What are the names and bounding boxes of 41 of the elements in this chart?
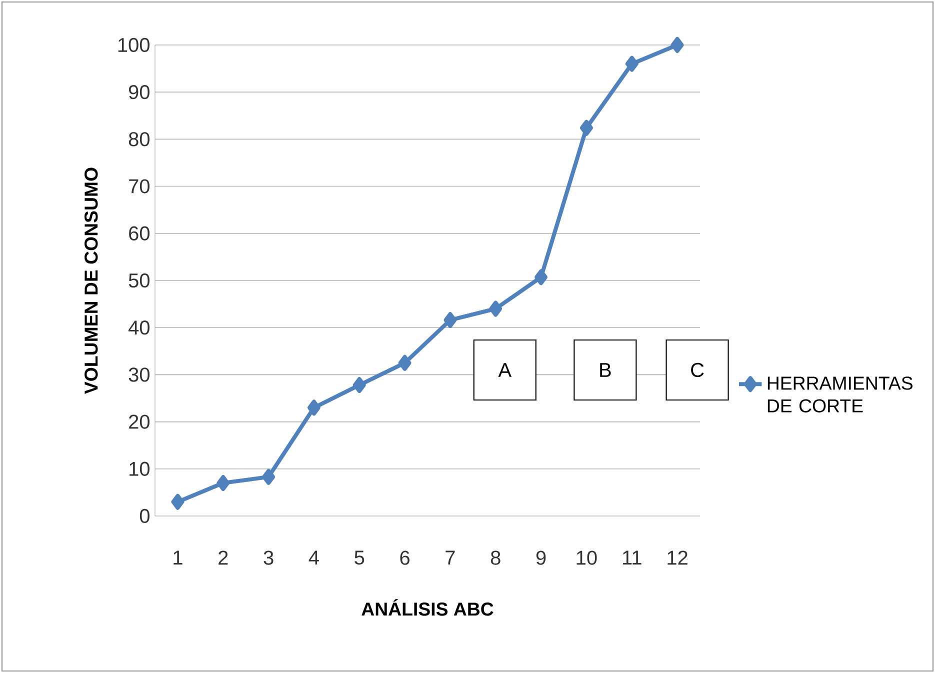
x-tick-label: 2 <box>218 550 228 565</box>
y-tick-label: 40 <box>128 320 150 335</box>
x-tick-label: 9 <box>536 550 546 565</box>
y-tick-label: 80 <box>128 132 150 146</box>
x-tick-label: 4 <box>308 550 319 564</box>
point <box>489 300 502 317</box>
y-tick-label: 10 <box>130 462 150 476</box>
point <box>580 120 593 136</box>
point <box>307 400 320 416</box>
y-tick-label: 60 <box>129 226 150 240</box>
y-tick-label: 20 <box>129 414 150 429</box>
y-tick-label: 70 <box>129 179 150 194</box>
point <box>171 494 184 510</box>
y-tick-label: 0 <box>140 508 150 524</box>
x-tick-label: 8 <box>490 550 500 565</box>
y-tick-label: 100 <box>118 38 150 52</box>
point <box>444 312 457 328</box>
annotation: A <box>498 363 512 377</box>
point <box>262 468 276 485</box>
x-tick-label: 1 <box>174 550 182 564</box>
point <box>670 36 684 53</box>
x-tick-label: 3 <box>264 550 274 565</box>
point <box>398 354 412 371</box>
point <box>534 269 548 286</box>
point <box>352 377 366 394</box>
y-axis-title: VOLUMEN DE CONSUMO <box>84 168 98 394</box>
point <box>625 56 638 72</box>
x-tick-label: 7 <box>446 550 455 564</box>
y-tick-label: 30 <box>128 368 150 382</box>
legend-label: HERRAMIENTAS DE CORTE <box>768 376 912 412</box>
annotation: B <box>600 363 611 377</box>
x-axis-title: ANÁLISIS ABC <box>362 599 494 616</box>
y-tick-label: 90 <box>128 85 150 100</box>
x-tick-label: 5 <box>354 550 364 565</box>
annotation: C <box>691 362 704 378</box>
x-tick-label: 10 <box>576 550 597 565</box>
y-tick-label: 50 <box>128 273 150 288</box>
x-tick-label: 6 <box>400 550 410 565</box>
point <box>216 475 230 492</box>
x-tick-label: 12 <box>668 550 688 565</box>
x-tick-label: 11 <box>623 550 642 564</box>
